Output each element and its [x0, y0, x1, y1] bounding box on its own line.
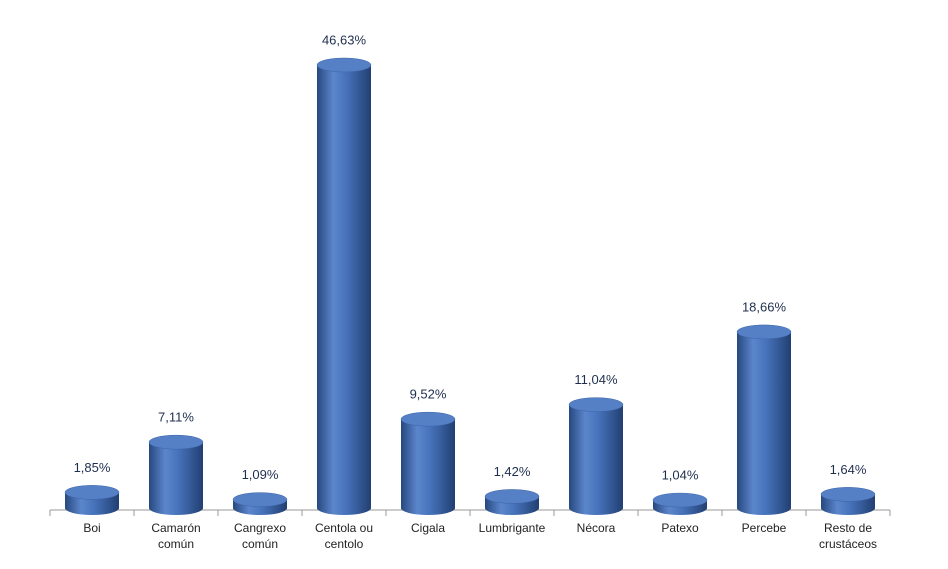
- value-label: 1,64%: [830, 462, 867, 477]
- x-tick-label: Lumbrigante: [478, 521, 546, 535]
- x-tick-label: Nécora: [576, 521, 616, 535]
- value-label: 11,04%: [574, 372, 618, 387]
- bar: [737, 331, 791, 515]
- x-tick-label: Camarón común: [151, 521, 201, 551]
- x-tick-label: Cigala: [410, 521, 446, 535]
- bar: [317, 65, 371, 515]
- bar-cap: [148, 434, 204, 450]
- x-tick-label: Cangrexo común: [233, 521, 287, 551]
- bar-cap: [64, 485, 120, 500]
- bar-cap: [400, 411, 456, 427]
- bar-cap: [568, 397, 624, 412]
- bar-cap: [232, 492, 288, 507]
- value-label: 1,42%: [494, 464, 531, 479]
- value-label: 18,66%: [742, 299, 787, 314]
- value-label: 7,11%: [158, 410, 194, 425]
- bar-cap: [736, 324, 792, 340]
- bar-cap: [820, 487, 876, 502]
- value-label: 1,85%: [74, 460, 111, 475]
- value-label: 9,52%: [410, 387, 447, 402]
- x-tick-label: Patexo: [661, 521, 699, 535]
- x-tick-label: Boi: [83, 521, 101, 535]
- bar: [401, 419, 455, 515]
- x-tick-label: Resto de crustáceos: [818, 521, 878, 551]
- bar-cap: [652, 492, 708, 508]
- bar: [149, 442, 203, 515]
- bar-cap: [316, 57, 372, 73]
- value-label: 46,63%: [322, 32, 367, 47]
- value-label: 1,09%: [242, 467, 279, 482]
- bar-cap: [484, 489, 540, 504]
- x-tick-label: Percebe: [741, 521, 787, 535]
- bar: [569, 404, 623, 515]
- x-tick-label: Centola ou centolo: [314, 521, 374, 551]
- value-label: 1,04%: [662, 468, 699, 483]
